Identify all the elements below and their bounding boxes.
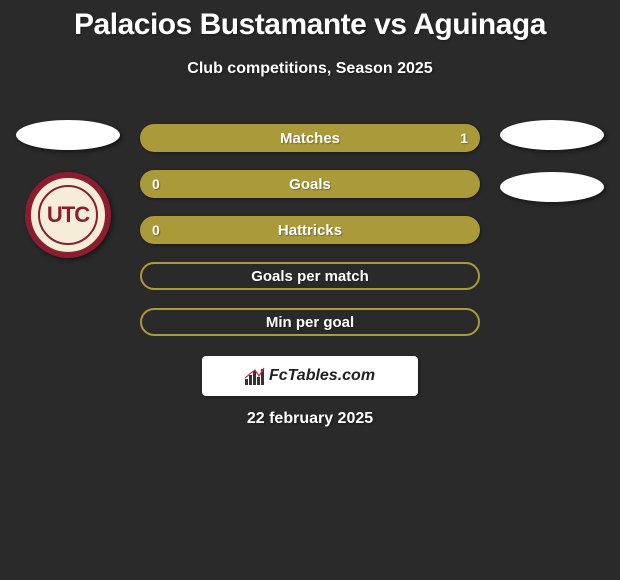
- subtitle: Club competitions, Season 2025: [0, 60, 620, 78]
- stat-label: Goals: [289, 176, 331, 193]
- fctables-logo-box[interactable]: FcTables.com: [202, 356, 418, 396]
- club-logo-text: UTC: [47, 202, 89, 228]
- stat-bar-goals: 0 Goals: [140, 170, 480, 198]
- team-badge-placeholder: [500, 120, 604, 150]
- fctables-logo-text: FcTables.com: [269, 367, 375, 385]
- right-badge-column: [492, 120, 612, 224]
- stat-bar-min-per-goal: Min per goal: [140, 308, 480, 336]
- stat-label: Goals per match: [251, 268, 369, 285]
- fctables-logo: FcTables.com: [245, 367, 375, 385]
- stat-label: Hattricks: [278, 222, 342, 239]
- stat-label: Min per goal: [266, 314, 354, 331]
- left-badge-column: UTC: [8, 120, 128, 258]
- stat-bar-matches: Matches 1: [140, 124, 480, 152]
- team-badge-placeholder: [16, 120, 120, 150]
- page-title: Palacios Bustamante vs Aguinaga: [0, 0, 620, 42]
- stat-value-right: 1: [460, 130, 468, 146]
- stat-bar-goals-per-match: Goals per match: [140, 262, 480, 290]
- stat-bar-hattricks: 0 Hattricks: [140, 216, 480, 244]
- infographic-container: Palacios Bustamante vs Aguinaga Club com…: [0, 0, 620, 580]
- stat-value-left: 0: [152, 222, 160, 238]
- date-label: 22 february 2025: [0, 410, 620, 428]
- stat-value-left: 0: [152, 176, 160, 192]
- stat-label: Matches: [280, 130, 340, 147]
- bar-chart-icon: [245, 367, 265, 385]
- team-badge-placeholder: [500, 172, 604, 202]
- stat-bars: Matches 1 0 Goals 0 Hattricks Goals per match M…: [140, 124, 480, 354]
- club-logo-utc: UTC: [25, 172, 111, 258]
